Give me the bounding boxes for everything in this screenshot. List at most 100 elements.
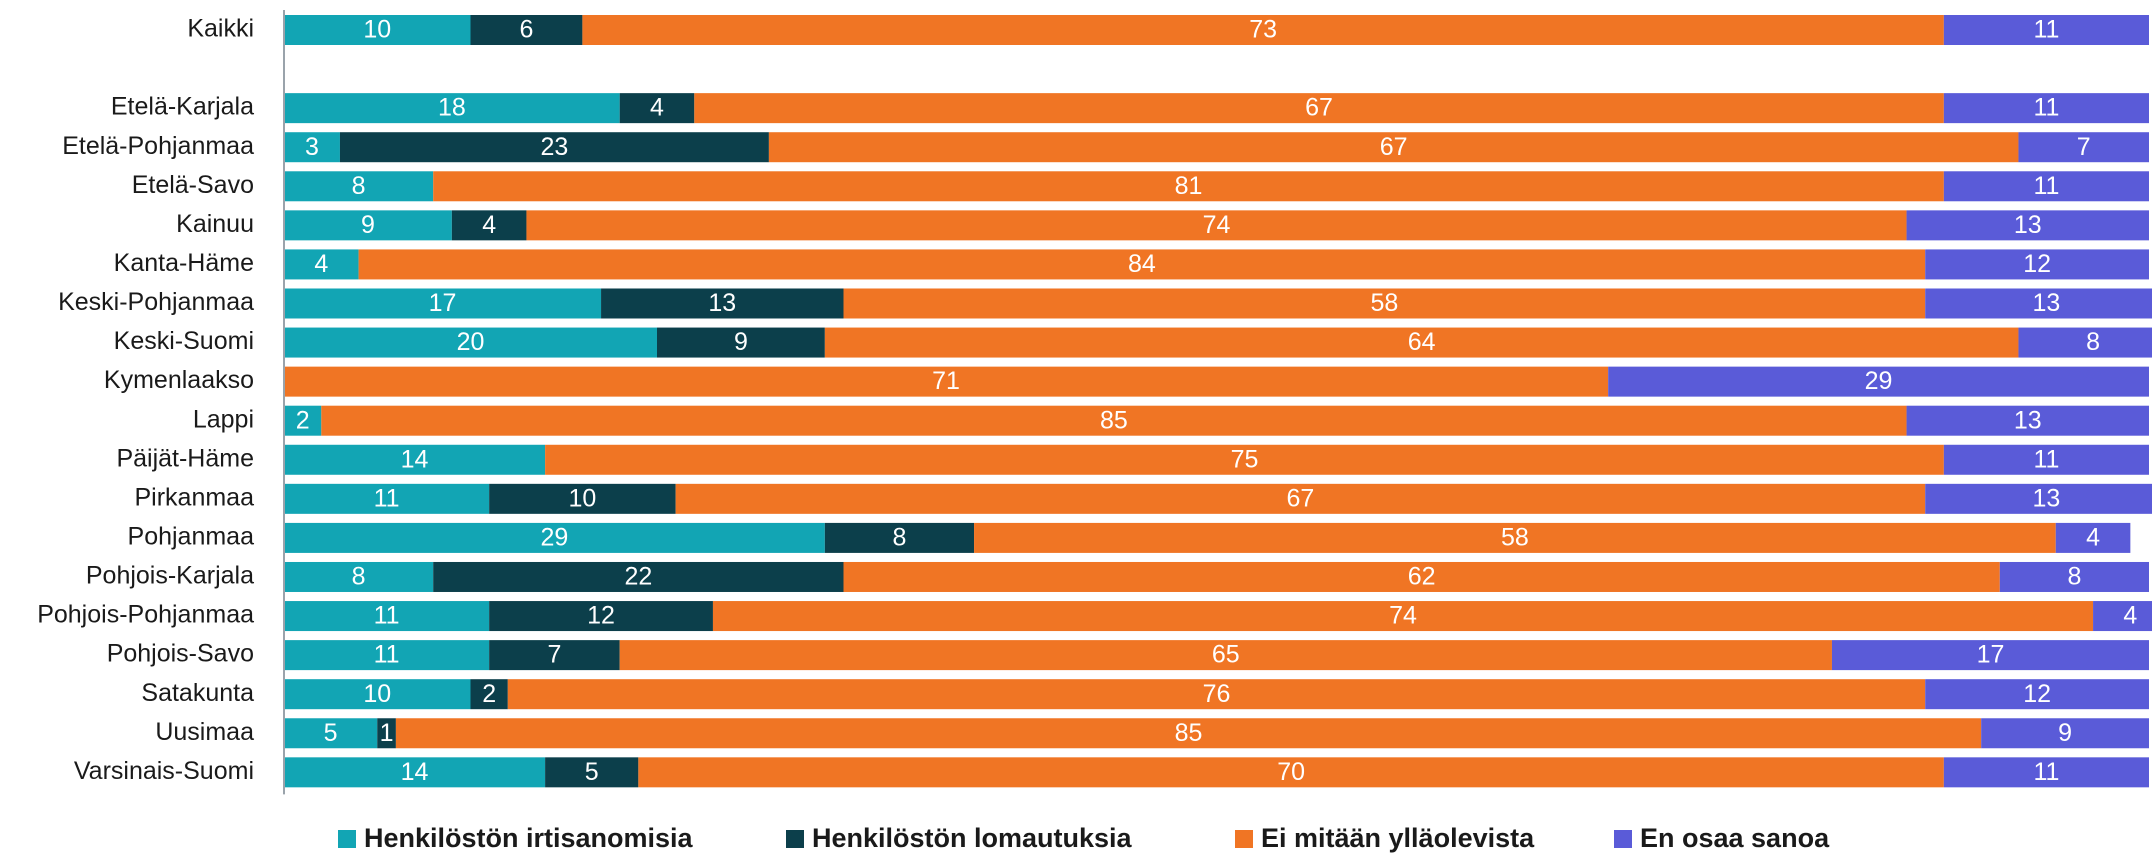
bar-segment [284,718,378,749]
y-tick-label: Keski-Pohjanmaa [58,288,254,316]
bar-segment [395,718,1982,749]
value-label: 13 [2014,406,2042,434]
value-label: 4 [2086,524,2100,552]
value-label: 9 [734,328,748,356]
legend-swatch [1614,830,1632,848]
legend-label: En osaa sanoa [1640,823,1830,853]
value-label: 67 [1305,94,1333,122]
value-label: 9 [361,211,375,239]
value-label: 64 [1408,328,1436,356]
y-tick-label: Lappi [193,405,254,433]
value-label: 74 [1389,602,1417,630]
value-label: 4 [314,250,328,278]
value-label: 12 [587,602,615,630]
value-label: 13 [708,289,736,317]
value-label: 85 [1175,719,1203,747]
y-tick-label: Satakunta [141,679,254,707]
bar-segment [2093,601,2152,632]
bar-segment [1925,483,2152,514]
bar-segment [619,640,1832,671]
bar-segment [675,483,1926,514]
bar-segment [712,601,2094,632]
bar-segment [1831,640,2149,671]
bar-segment [843,288,1926,319]
value-label: 7 [2077,133,2091,161]
bar-segment [284,366,1609,397]
bar-segment [974,522,2056,553]
value-label: 8 [892,524,906,552]
y-tick-label: Pirkanmaa [135,483,255,511]
bar-segment [284,327,657,358]
value-label: 70 [1277,758,1305,786]
bar-segment [470,15,583,45]
value-label: 11 [2033,94,2059,122]
value-label: 5 [585,758,599,786]
value-label: 17 [1977,641,2005,669]
value-label: 11 [2033,172,2059,200]
y-tick-label: Varsinais-Suomi [74,757,254,785]
value-label: 11 [374,602,400,630]
bar-segment [321,405,1907,436]
value-label: 29 [1865,367,1893,395]
bar-segment [339,132,769,163]
y-tick-label: Pohjois-Karjala [86,562,254,590]
bar-segment [284,757,546,788]
legend-label: Ei mitään ylläolevista [1261,823,1535,853]
value-label: 76 [1203,680,1231,708]
legend-label: Henkilöstön lomautuksia [812,823,1133,853]
value-label: 8 [2086,328,2100,356]
value-label: 10 [363,680,391,708]
value-label: 11 [374,484,400,512]
value-label: 8 [352,563,366,591]
bar-segment [1943,15,2149,45]
bar-segment [843,561,2000,592]
y-tick-label: Etelä-Savo [132,171,254,199]
y-tick-label: Kanta-Häme [114,249,254,277]
bar-segment [768,132,2019,163]
value-label: 18 [438,94,466,122]
bar-segment [284,601,490,632]
bar-segment [284,444,546,475]
legend-swatch [786,830,804,848]
value-label: 4 [2123,602,2137,630]
bar-segment [2055,522,2131,553]
bar-segment [507,679,1926,710]
value-label: 71 [932,367,960,395]
value-label: 85 [1100,406,1128,434]
bar-segment [601,288,844,319]
value-label: 11 [2033,758,2059,786]
y-tick-label: Etelä-Karjala [111,93,254,121]
bar-segment [1943,93,2149,124]
value-label: 4 [482,211,496,239]
value-label: 67 [1287,484,1315,512]
value-label: 13 [2033,484,2061,512]
bar-segment [582,15,1944,45]
bar-segment [1943,757,2149,788]
bar-segment [284,171,434,202]
bar-segment [619,93,695,124]
value-label: 22 [624,563,652,591]
y-tick-label: Pohjois-Savo [107,640,254,668]
bar-segment [638,757,1944,788]
legend-swatch [338,830,356,848]
y-tick-label: Kaikki [187,15,254,43]
value-label: 13 [2014,211,2042,239]
value-label: 2 [296,406,310,434]
bar-segment [1925,249,2149,280]
y-tick-label: Pohjanmaa [128,523,255,551]
value-label: 5 [324,719,338,747]
bar-segment [694,93,1944,124]
value-label: 8 [2067,563,2081,591]
bar-segment [545,444,1944,475]
bar-segment [284,288,602,319]
bar-segment [2018,132,2149,163]
value-label: 17 [429,289,457,317]
bar-segment [1906,210,2149,241]
value-label: 74 [1203,211,1231,239]
bar-segment [284,249,359,280]
value-label: 65 [1212,641,1240,669]
bar-segment [284,132,340,163]
y-tick-label: Etelä-Pohjanmaa [62,132,254,160]
value-label: 12 [2023,250,2051,278]
value-label: 4 [650,94,664,122]
